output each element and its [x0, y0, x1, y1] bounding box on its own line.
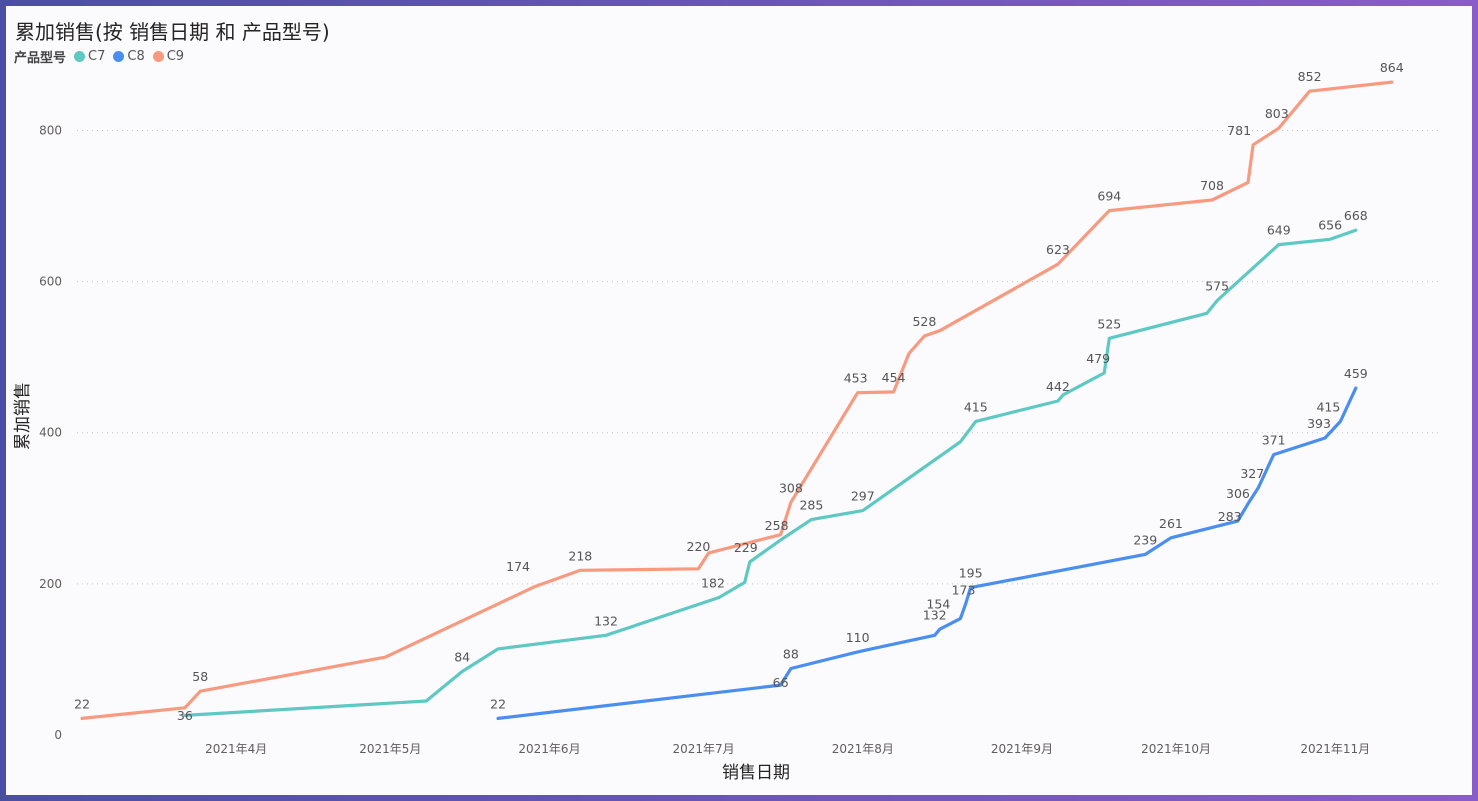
x-axis-title: 销售日期 — [722, 763, 790, 783]
data-label-c8: 393 — [1307, 416, 1331, 431]
x-tick-label: 2021年11月 — [1300, 742, 1370, 756]
data-label-c9: 528 — [912, 314, 936, 329]
data-label-c7: 525 — [1097, 316, 1121, 331]
data-label-c9: 22 — [74, 696, 90, 711]
data-label-c8: 306 — [1226, 486, 1250, 501]
x-tick-label: 2021年5月 — [359, 742, 421, 756]
data-label-c7: 258 — [765, 518, 789, 533]
legend-item-c9[interactable]: C9 — [152, 48, 185, 64]
x-tick-label: 2021年9月 — [991, 742, 1053, 756]
data-label-c8: 88 — [783, 647, 799, 662]
data-label-c7: 442 — [1046, 379, 1070, 394]
data-label-c8: 283 — [1218, 509, 1242, 524]
legend-item-c7[interactable]: C7 — [74, 49, 105, 64]
data-label-c9: 803 — [1265, 106, 1289, 121]
x-tick-label: 2021年6月 — [518, 742, 580, 756]
x-axis-ticks: 2021年4月 2021年5月 2021年6月 2021年7月 2021年8月 2021年… — [205, 742, 1370, 756]
data-label-c7: 285 — [799, 498, 823, 513]
data-label-c9: 174 — [506, 559, 530, 574]
y-tick-label: 0 — [54, 728, 62, 742]
data-label-c8: 327 — [1240, 466, 1264, 481]
data-label-c9: 454 — [882, 370, 906, 385]
legend-title: 产品型号 — [14, 50, 67, 66]
x-tick-label: 2021年7月 — [672, 742, 734, 756]
data-label-c9: 220 — [687, 539, 711, 554]
data-label-c9: 58 — [192, 669, 208, 684]
y-tick-label: 200 — [39, 577, 62, 591]
x-tick-label: 2021年8月 — [832, 742, 894, 756]
legend-label-c7: C7 — [88, 48, 106, 64]
legend-label-c9: C9 — [166, 48, 185, 64]
data-label-c8: 239 — [1133, 532, 1157, 547]
data-label-c9: 453 — [844, 371, 868, 386]
x-tick-label: 2021年10月 — [1141, 742, 1211, 756]
data-label-c8: 261 — [1159, 516, 1183, 531]
series-line-c9[interactable] — [80, 80, 1394, 720]
legend-swatch-c9 — [152, 50, 164, 62]
legend-swatch-c8 — [113, 50, 125, 62]
legend-label-c8: C8 — [127, 48, 145, 64]
data-label-c7: 84 — [454, 650, 470, 665]
data-label-c8: 195 — [959, 566, 983, 581]
series-lines — [80, 80, 1394, 720]
data-label-c8: 371 — [1262, 433, 1286, 448]
data-label-c7: 479 — [1086, 351, 1110, 366]
data-label-c8: 110 — [846, 630, 870, 645]
legend-swatch-c7 — [74, 50, 86, 62]
data-label-c7: 575 — [1205, 278, 1229, 293]
data-label-c9: 708 — [1200, 178, 1224, 193]
x-tick-label: 2021年4月 — [205, 742, 267, 756]
data-label-c8: 66 — [773, 675, 789, 690]
data-label-c8: 132 — [923, 607, 947, 622]
gridlines — [77, 129, 1438, 585]
series-line-c7[interactable] — [183, 228, 1358, 717]
data-label-c9: 781 — [1227, 123, 1251, 138]
data-label-c9: 694 — [1097, 189, 1121, 204]
y-tick-label: 600 — [39, 275, 62, 289]
data-labels: 84 132 182 229 258 285 297 415 442 479 525 575 649 65… — [74, 60, 1404, 723]
data-label-c7: 668 — [1344, 208, 1368, 223]
data-label-c8: 22 — [490, 696, 506, 711]
legend-item-c8[interactable]: C8 — [113, 48, 145, 64]
data-label-c9: 864 — [1380, 60, 1404, 75]
data-label-c9: 218 — [568, 548, 592, 563]
data-label-c8: 415 — [1316, 399, 1340, 414]
data-label-c9: 852 — [1298, 69, 1322, 84]
data-label-c7: 132 — [594, 613, 618, 628]
y-axis-ticks: 0 200 400 600 800 — [39, 123, 62, 742]
chart-card: 累加销售(按 销售日期 和 产品型号) 产品型号 C7 C8 C9 0 200 40… — [6, 6, 1472, 795]
data-label-c7: 656 — [1318, 217, 1342, 232]
chart-title: 累加销售(按 销售日期 和 产品型号) — [15, 20, 330, 44]
data-label-c8: 154 — [926, 597, 950, 612]
data-label-c9: 308 — [779, 480, 803, 495]
legend: 产品型号 C7 C8 C9 — [14, 47, 192, 66]
series-line-c8[interactable] — [496, 386, 1358, 720]
data-label-c7: 297 — [851, 489, 875, 504]
data-label-c7: 415 — [964, 399, 988, 414]
data-label-c8: 173 — [952, 582, 976, 597]
data-label-c9: 36 — [177, 708, 193, 723]
y-axis-title: 累加销售 — [13, 382, 33, 450]
data-label-c8: 459 — [1344, 366, 1368, 381]
data-label-c7: 182 — [701, 575, 725, 590]
data-label-c7: 229 — [734, 540, 758, 555]
data-label-c7: 649 — [1267, 223, 1291, 238]
data-label-c9: 623 — [1046, 242, 1070, 257]
y-tick-label: 800 — [39, 123, 62, 137]
y-tick-label: 400 — [39, 426, 62, 440]
